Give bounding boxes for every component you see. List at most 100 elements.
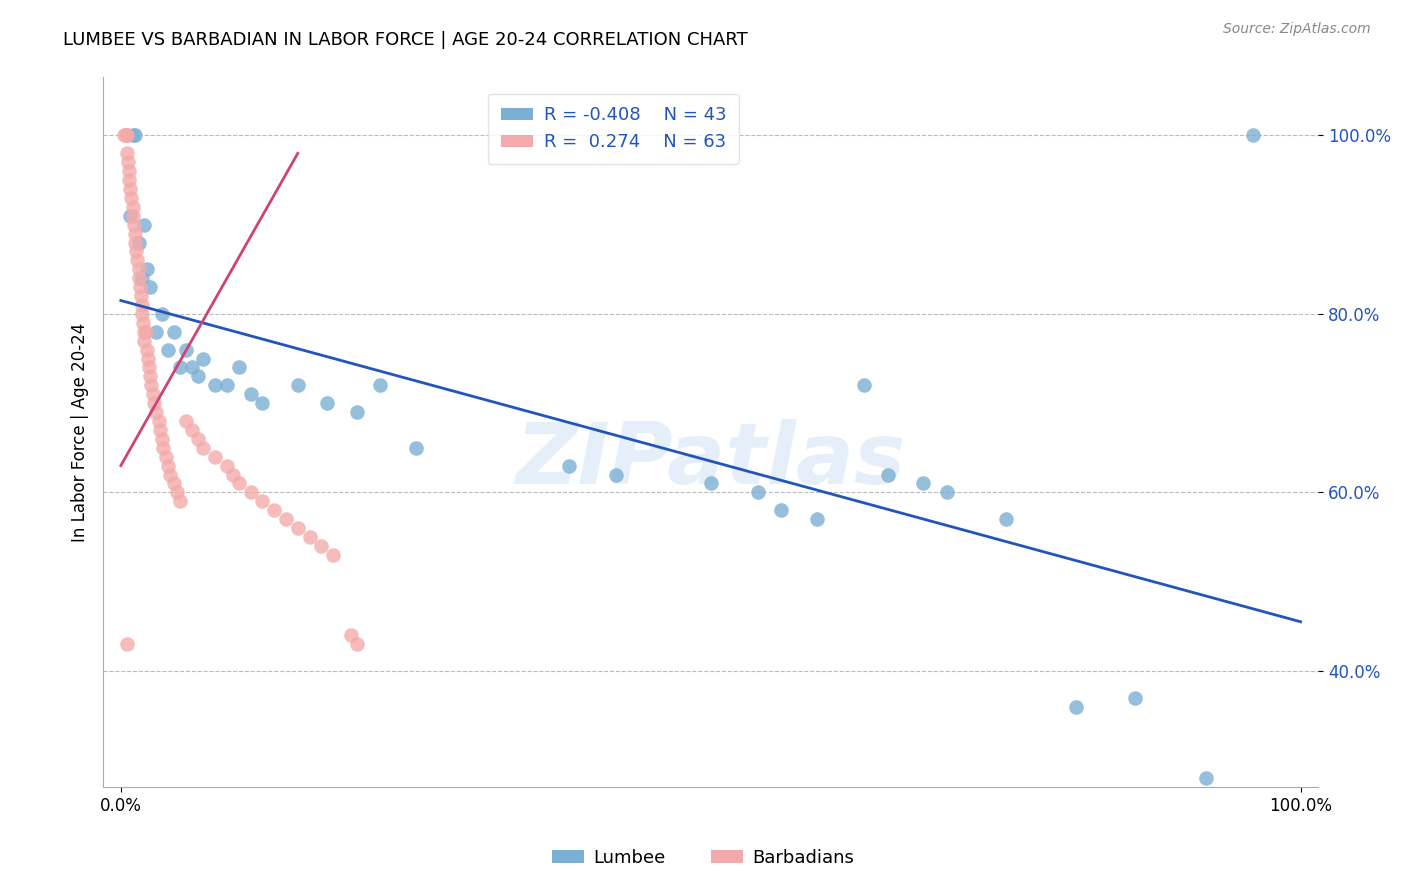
Point: [263, 503, 285, 517]
Point: [124, 235, 146, 250]
Point: [163, 325, 186, 339]
Point: [138, 360, 160, 375]
Point: [747, 485, 769, 500]
Point: [152, 441, 174, 455]
Point: [994, 512, 1017, 526]
Point: [121, 209, 143, 223]
Point: [699, 476, 721, 491]
Point: [239, 485, 262, 500]
Point: [287, 378, 309, 392]
Point: [139, 369, 162, 384]
Point: [112, 128, 135, 143]
Point: [135, 262, 157, 277]
Point: [770, 503, 793, 517]
Point: [115, 637, 138, 651]
Point: [252, 494, 274, 508]
Point: [120, 182, 142, 196]
Point: [128, 262, 150, 277]
Point: [131, 307, 153, 321]
Point: [134, 334, 156, 348]
Point: [274, 512, 297, 526]
Point: [156, 343, 179, 357]
Point: [1195, 771, 1218, 785]
Point: [121, 200, 143, 214]
Point: [215, 378, 238, 392]
Point: [298, 530, 321, 544]
Point: [1125, 690, 1147, 705]
Point: [605, 467, 627, 482]
Point: [180, 423, 202, 437]
Text: ZIPatlas: ZIPatlas: [516, 419, 905, 502]
Point: [166, 485, 188, 500]
Point: [228, 476, 250, 491]
Point: [174, 343, 197, 357]
Point: [156, 458, 179, 473]
Point: [346, 637, 368, 651]
Point: [1241, 128, 1264, 143]
Point: [239, 387, 262, 401]
Point: [121, 128, 143, 143]
Point: [142, 396, 165, 410]
Point: [131, 271, 153, 285]
Y-axis label: In Labor Force | Age 20-24: In Labor Force | Age 20-24: [72, 323, 89, 541]
Point: [145, 325, 167, 339]
Text: Source: ZipAtlas.com: Source: ZipAtlas.com: [1223, 22, 1371, 37]
Point: [134, 218, 156, 232]
Point: [134, 325, 156, 339]
Point: [124, 227, 146, 241]
Point: [340, 628, 363, 642]
Point: [876, 467, 898, 482]
Point: [114, 128, 136, 143]
Text: LUMBEE VS BARBADIAN IN LABOR FORCE | AGE 20-24 CORRELATION CHART: LUMBEE VS BARBADIAN IN LABOR FORCE | AGE…: [63, 31, 748, 49]
Point: [128, 235, 150, 250]
Point: [186, 369, 208, 384]
Point: [115, 146, 138, 161]
Point: [117, 155, 139, 169]
Point: [128, 271, 150, 285]
Legend: Lumbee, Barbadians: Lumbee, Barbadians: [544, 842, 862, 874]
Point: [228, 360, 250, 375]
Point: [141, 378, 163, 392]
Point: [935, 485, 957, 500]
Point: [204, 450, 226, 464]
Point: [122, 218, 145, 232]
Point: [912, 476, 935, 491]
Point: [159, 467, 181, 482]
Point: [118, 173, 141, 187]
Point: [131, 298, 153, 312]
Point: [135, 343, 157, 357]
Point: [128, 280, 150, 294]
Point: [287, 521, 309, 535]
Point: [806, 512, 828, 526]
Point: [149, 423, 172, 437]
Point: [155, 450, 177, 464]
Point: [311, 539, 333, 553]
Point: [135, 325, 157, 339]
Point: [558, 458, 581, 473]
Point: [1066, 699, 1088, 714]
Point: [142, 387, 165, 401]
Point: [118, 164, 141, 178]
Point: [120, 209, 142, 223]
Point: [186, 432, 208, 446]
Point: [193, 441, 215, 455]
Point: [204, 378, 226, 392]
Point: [174, 414, 197, 428]
Point: [252, 396, 274, 410]
Point: [132, 316, 155, 330]
Point: [150, 432, 173, 446]
Point: [148, 414, 170, 428]
Point: [115, 128, 138, 143]
Point: [215, 458, 238, 473]
Point: [180, 360, 202, 375]
Point: [150, 307, 173, 321]
Legend: R = -0.408    N = 43, R =  0.274    N = 63: R = -0.408 N = 43, R = 0.274 N = 63: [488, 94, 740, 164]
Point: [139, 280, 162, 294]
Point: [120, 191, 142, 205]
Point: [222, 467, 245, 482]
Point: [136, 351, 159, 366]
Point: [853, 378, 876, 392]
Point: [163, 476, 186, 491]
Point: [127, 253, 149, 268]
Point: [322, 548, 344, 562]
